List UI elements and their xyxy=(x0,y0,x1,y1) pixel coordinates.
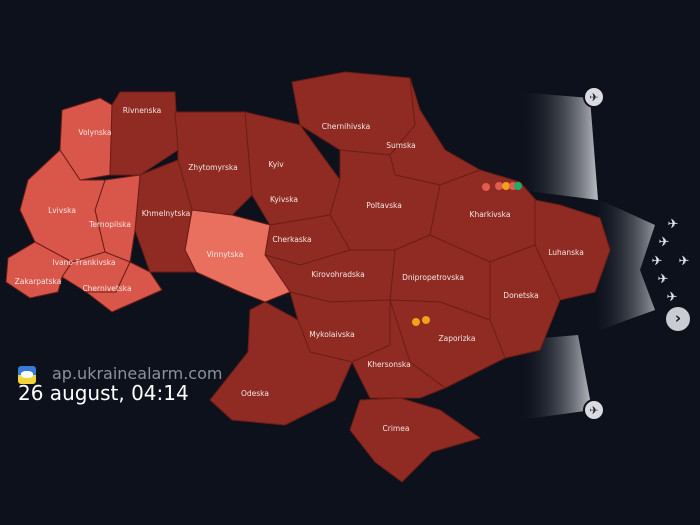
explosion-icon[interactable] xyxy=(502,182,510,190)
region-label: Ivano-Frankivska xyxy=(52,258,115,267)
region-label: Zakarpatska xyxy=(15,277,62,286)
aircraft-markers[interactable]: ✈ ✈ ✈ ✈ ✈ ✈ ✈ ✈ xyxy=(583,86,690,421)
aircraft-icon[interactable] xyxy=(583,86,605,108)
region-label: Vinnytska xyxy=(207,250,244,259)
region-label: Chernihivska xyxy=(322,122,370,131)
missile-icon[interactable] xyxy=(514,182,522,190)
region-label: Zhytomyrska xyxy=(188,163,237,172)
threat-beam-bottom xyxy=(518,335,592,420)
aircraft-icon[interactable]: ✈ xyxy=(652,254,663,269)
region-label: Zaporizka xyxy=(439,334,476,343)
region-chernivetska[interactable] xyxy=(85,261,163,313)
region-label: Mykolaivska xyxy=(309,330,355,339)
region-odeska[interactable] xyxy=(209,301,353,426)
region-label: Kirovohradska xyxy=(311,270,364,279)
explosion-icon[interactable] xyxy=(422,316,430,324)
region-label: Kyivska xyxy=(270,195,298,204)
missile-icon[interactable] xyxy=(495,182,503,190)
missile-icon[interactable] xyxy=(482,183,490,191)
region-label: Khersonska xyxy=(367,360,410,369)
svg-text:✈: ✈ xyxy=(589,91,598,104)
region-label: Crimea xyxy=(383,424,410,433)
region-label: Rivnenska xyxy=(123,106,162,115)
region-khmelnytska[interactable] xyxy=(134,159,197,273)
region-label: Cherkaska xyxy=(272,235,311,244)
threat-beam-east xyxy=(590,200,655,330)
threat-beam-top xyxy=(518,92,598,200)
region-label: Luhanska xyxy=(548,248,584,257)
region-label: Chernivetska xyxy=(82,284,131,293)
launch-markers[interactable] xyxy=(412,182,522,326)
region-label: Lvivska xyxy=(48,206,76,215)
region-label: Kyiv xyxy=(268,160,284,169)
svg-text:✈: ✈ xyxy=(589,404,598,417)
region-lvivska[interactable] xyxy=(19,149,106,263)
aircraft-icon[interactable]: ✈ xyxy=(668,217,679,232)
region-label: Ternopilska xyxy=(88,220,131,229)
region-label: Odeska xyxy=(241,389,269,398)
region-rivnenska[interactable] xyxy=(109,91,179,176)
region-label: Kharkivska xyxy=(470,210,511,219)
region-label: Sumska xyxy=(386,141,416,150)
region-label: Volynska xyxy=(78,128,111,137)
chevron-right-icon[interactable]: › xyxy=(666,307,690,331)
aircraft-icon[interactable]: ✈ xyxy=(679,254,690,269)
aircraft-icon[interactable]: ✈ xyxy=(659,235,670,250)
region-zakarpatska[interactable] xyxy=(5,241,73,299)
aircraft-icon[interactable]: ✈ xyxy=(667,290,678,305)
site-url: ap.ukrainealarm.com xyxy=(52,364,223,383)
region-label: Dnipropetrovska xyxy=(402,273,464,282)
region-crimea[interactable] xyxy=(349,397,481,483)
aircraft-icon[interactable] xyxy=(583,399,605,421)
ukraine-logo-icon xyxy=(18,366,36,384)
aircraft-icon[interactable]: ✈ xyxy=(658,272,669,287)
region-label: Khmelnytska xyxy=(142,209,191,218)
region-label: Donetska xyxy=(503,291,538,300)
explosion-icon[interactable] xyxy=(412,318,420,326)
region-label: Poltavska xyxy=(366,201,402,210)
timestamp: 26 august, 04:14 xyxy=(18,381,189,405)
region-khersonska[interactable] xyxy=(351,299,446,399)
